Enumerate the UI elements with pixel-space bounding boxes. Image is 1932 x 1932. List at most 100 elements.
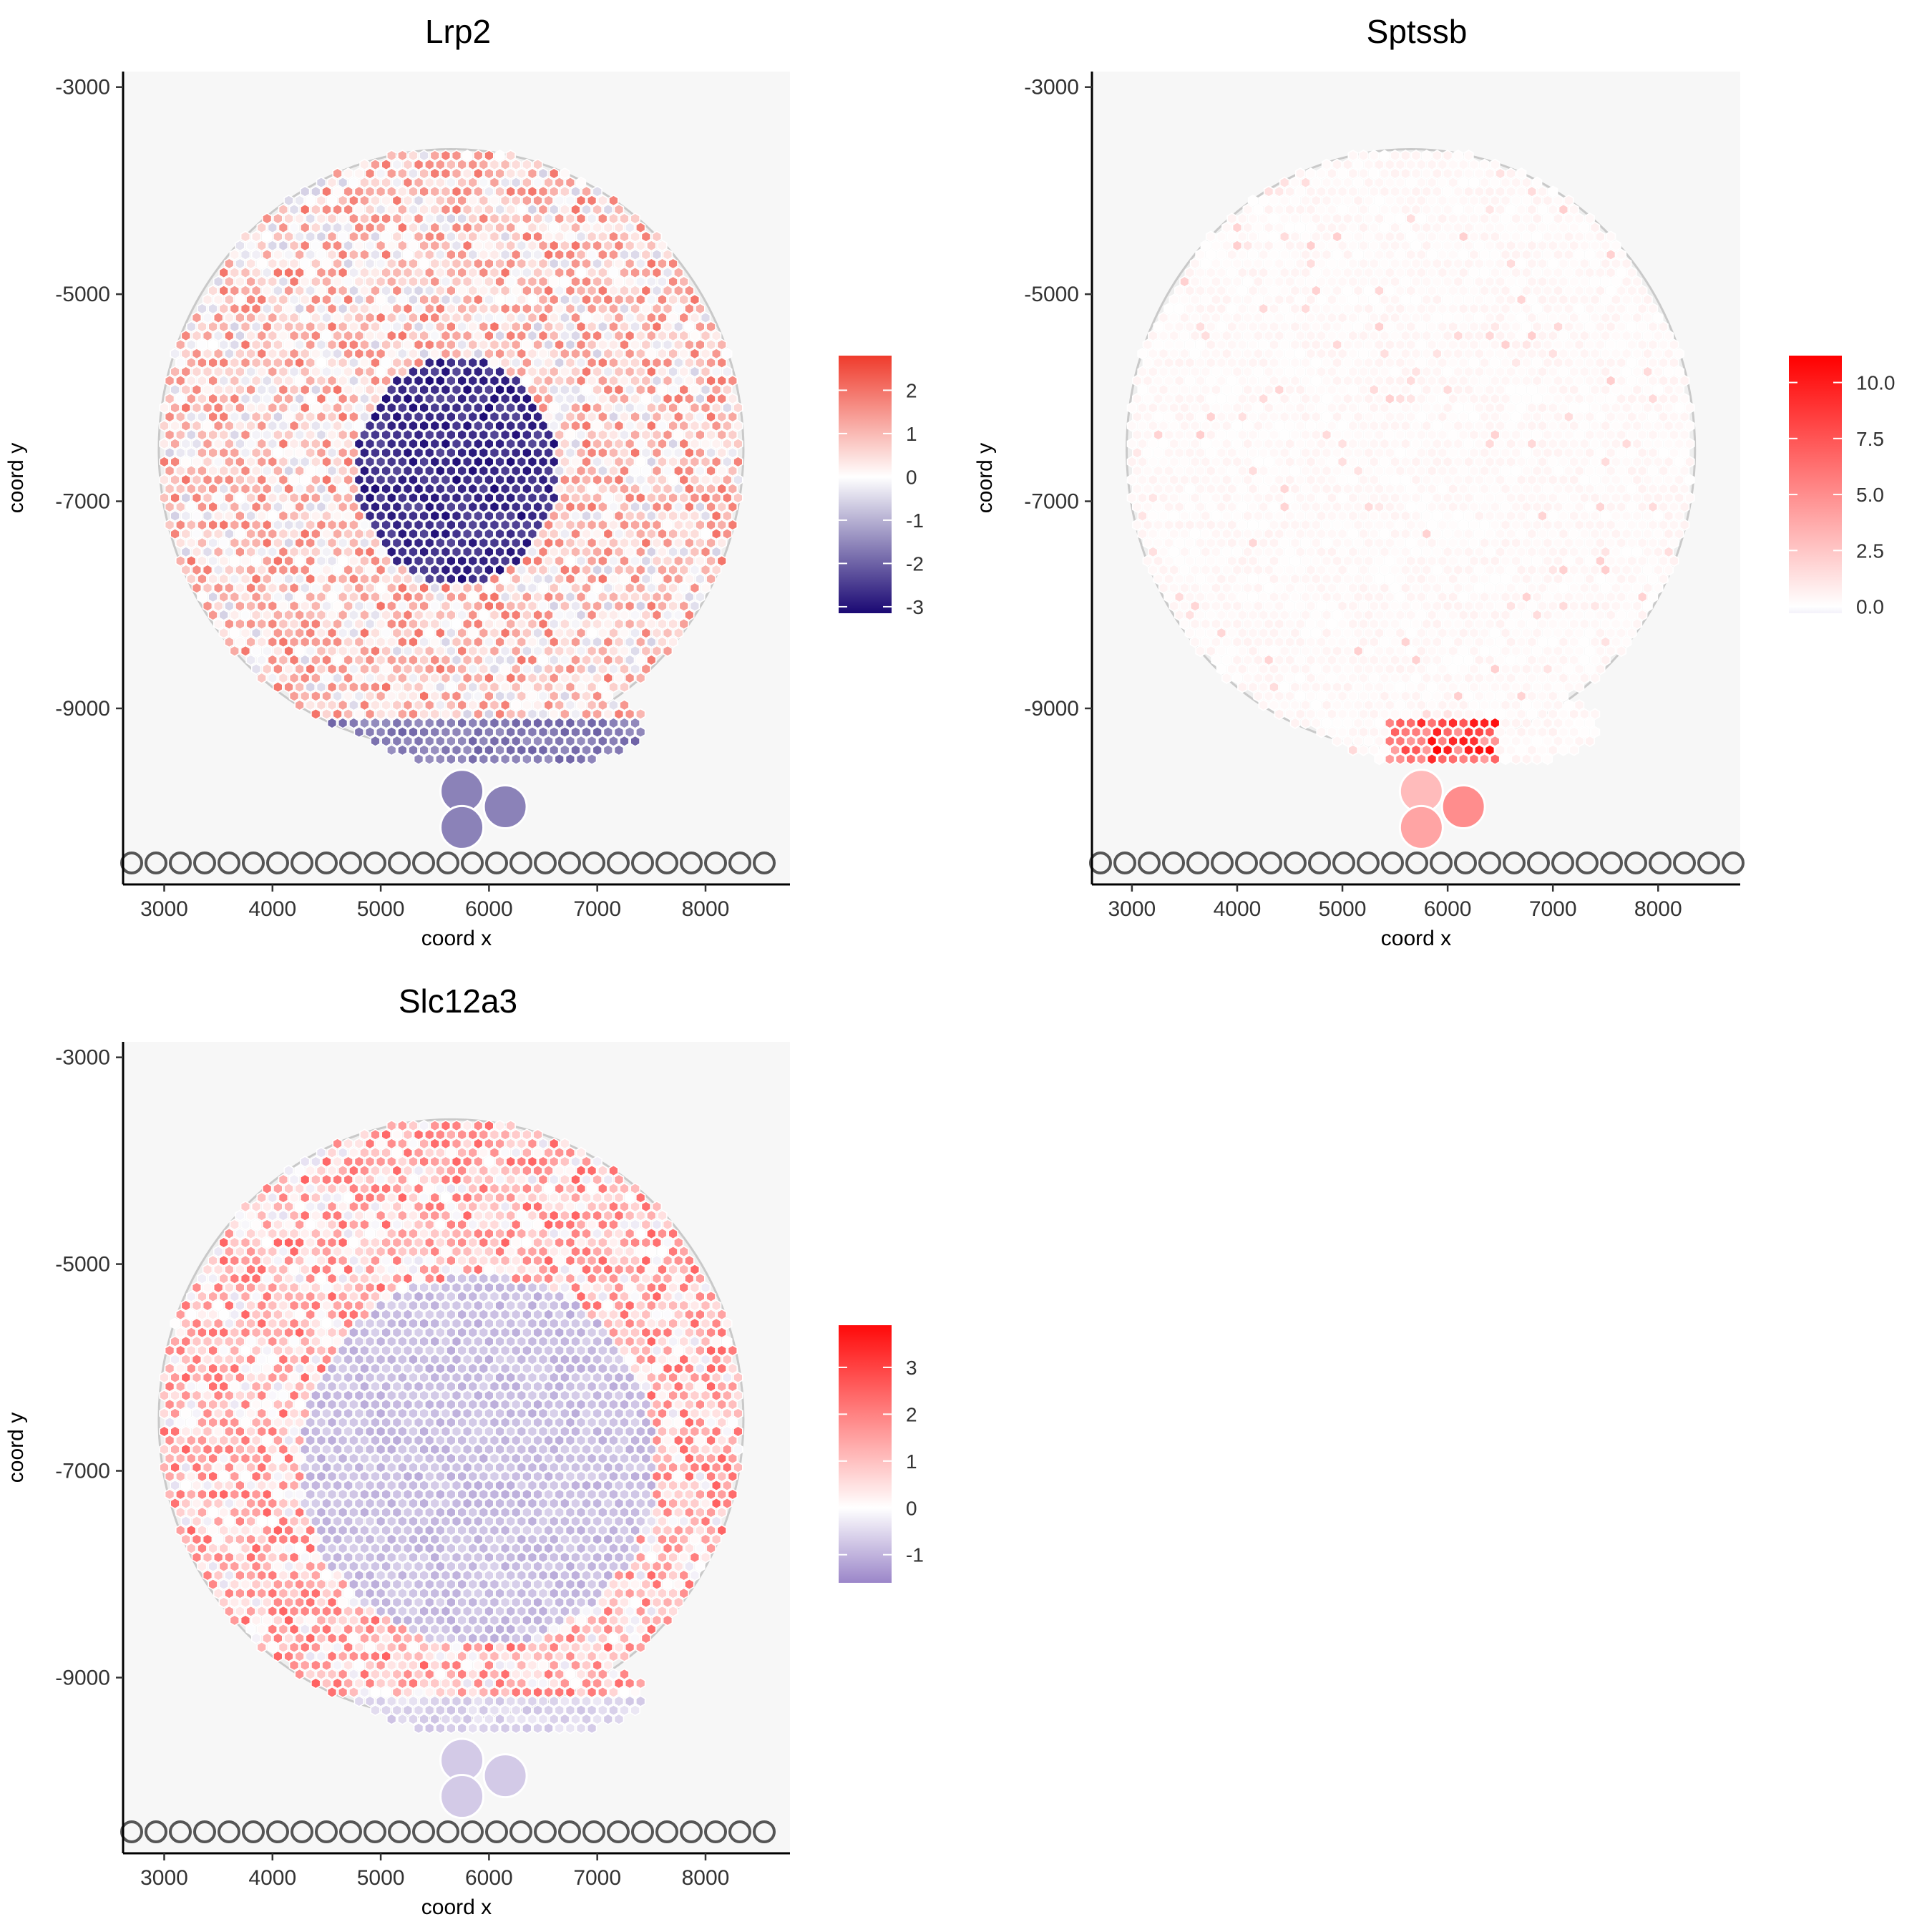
spot bbox=[1563, 321, 1574, 333]
spot bbox=[592, 185, 602, 198]
spot bbox=[510, 321, 522, 333]
spot bbox=[278, 654, 289, 666]
spot bbox=[245, 437, 256, 450]
spot bbox=[197, 464, 208, 477]
spot bbox=[299, 347, 311, 360]
ring-mark bbox=[631, 852, 654, 874]
spot bbox=[478, 284, 489, 297]
spot bbox=[619, 284, 630, 297]
spot bbox=[261, 392, 273, 405]
spot bbox=[1574, 392, 1585, 405]
spot bbox=[602, 293, 614, 306]
spot bbox=[213, 329, 224, 342]
spot bbox=[489, 321, 500, 333]
spot bbox=[1468, 303, 1480, 315]
spot bbox=[1242, 456, 1253, 468]
spot bbox=[229, 248, 240, 261]
spot bbox=[684, 392, 695, 405]
spot bbox=[1321, 338, 1332, 351]
spot bbox=[1200, 474, 1211, 486]
spot bbox=[510, 680, 522, 693]
spot bbox=[537, 654, 549, 666]
spot bbox=[402, 248, 414, 261]
spot bbox=[1142, 464, 1153, 477]
spot bbox=[1405, 230, 1416, 243]
spot bbox=[505, 726, 516, 738]
spot bbox=[1395, 338, 1406, 351]
spot bbox=[170, 527, 180, 540]
spot bbox=[1295, 366, 1306, 378]
spot bbox=[364, 492, 376, 504]
spot bbox=[522, 717, 532, 729]
spot bbox=[321, 708, 332, 721]
spot bbox=[527, 419, 538, 432]
spot bbox=[224, 474, 235, 486]
spot bbox=[662, 266, 673, 279]
spot bbox=[467, 464, 478, 477]
spot bbox=[592, 221, 602, 234]
spot bbox=[1269, 392, 1279, 405]
spot bbox=[543, 627, 554, 639]
spot bbox=[197, 482, 208, 495]
spot bbox=[337, 680, 348, 693]
spot bbox=[1216, 392, 1227, 405]
spot bbox=[467, 627, 478, 639]
spot bbox=[229, 555, 240, 567]
spot bbox=[435, 482, 446, 495]
spot bbox=[332, 564, 343, 576]
spot bbox=[364, 311, 376, 324]
spot bbox=[273, 284, 283, 297]
spot bbox=[240, 537, 251, 550]
spot bbox=[597, 680, 608, 693]
spot bbox=[1374, 411, 1385, 423]
spot bbox=[1437, 411, 1448, 423]
spot bbox=[250, 609, 262, 621]
spot bbox=[451, 743, 462, 756]
spot bbox=[359, 680, 370, 693]
spot bbox=[1400, 437, 1411, 450]
spot bbox=[1605, 230, 1616, 243]
spot bbox=[597, 284, 608, 297]
spot bbox=[1642, 401, 1653, 414]
spot bbox=[673, 284, 684, 297]
spot bbox=[1216, 482, 1227, 495]
spot bbox=[657, 401, 668, 414]
spot bbox=[537, 347, 549, 360]
spot bbox=[1553, 321, 1563, 333]
spot bbox=[213, 437, 224, 450]
spot bbox=[261, 555, 273, 567]
spot bbox=[1216, 356, 1227, 369]
spot bbox=[218, 447, 229, 459]
spot bbox=[1332, 266, 1342, 279]
spot bbox=[1289, 176, 1301, 189]
spot bbox=[1463, 239, 1474, 252]
spot bbox=[1653, 419, 1664, 432]
spot bbox=[1511, 248, 1521, 261]
spot bbox=[548, 690, 560, 703]
spot bbox=[1669, 537, 1679, 550]
spot bbox=[381, 321, 391, 333]
spot bbox=[602, 600, 614, 613]
spot bbox=[348, 645, 359, 658]
spot bbox=[592, 582, 602, 595]
spot bbox=[1600, 311, 1611, 324]
spot bbox=[657, 347, 668, 360]
spot bbox=[250, 501, 262, 513]
spot bbox=[299, 401, 311, 414]
spot bbox=[586, 537, 597, 550]
spot bbox=[467, 176, 478, 189]
spot bbox=[348, 338, 359, 351]
spot bbox=[1584, 429, 1595, 441]
spot bbox=[673, 627, 684, 639]
spot bbox=[1511, 537, 1521, 550]
spot bbox=[505, 329, 516, 342]
spot bbox=[1637, 429, 1648, 441]
spot bbox=[570, 437, 581, 450]
spot bbox=[429, 564, 440, 576]
spot bbox=[1247, 501, 1259, 513]
spot bbox=[613, 456, 625, 468]
spot bbox=[1468, 482, 1480, 495]
spot bbox=[294, 680, 305, 693]
spot bbox=[435, 645, 446, 658]
spot bbox=[1611, 509, 1621, 522]
